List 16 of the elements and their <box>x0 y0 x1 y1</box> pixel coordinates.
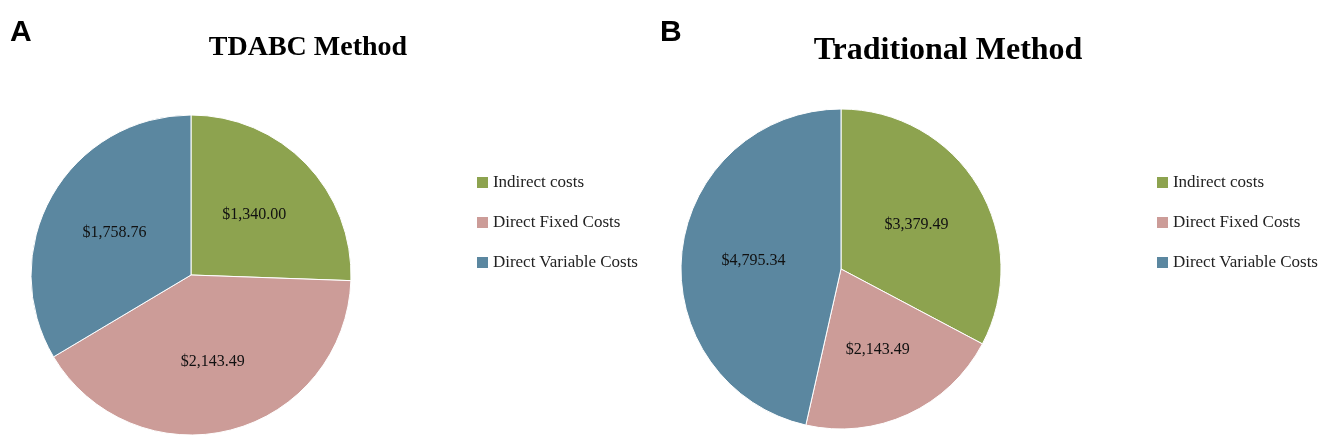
chart-title: TDABC Method <box>207 30 409 62</box>
data-label: $2,143.49 <box>180 351 245 369</box>
legend-label: Direct Fixed Costs <box>1172 211 1301 233</box>
legend-label: Direct Fixed Costs <box>492 211 621 233</box>
legend-label: Indirect costs <box>492 171 584 193</box>
text: B <box>660 14 682 48</box>
data-label: $4,795.34 <box>721 250 786 268</box>
legend-label: Direct Variable Costs <box>1172 251 1318 273</box>
data-label: $2,143.49 <box>845 340 910 358</box>
text: A <box>10 14 32 48</box>
chart-title: Traditional Method <box>812 30 1084 67</box>
data-label: $1,758.76 <box>82 223 147 241</box>
legend-label: Direct Variable Costs <box>492 251 638 273</box>
data-label: $1,340.00 <box>222 205 287 223</box>
data-label: $3,379.49 <box>884 215 949 233</box>
legend-label: Indirect costs <box>1172 171 1264 193</box>
